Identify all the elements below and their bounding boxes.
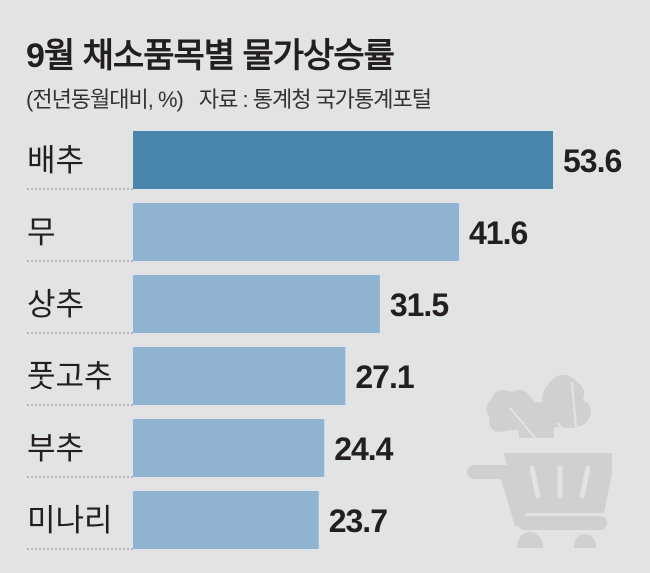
bar-3 xyxy=(133,347,346,405)
bar-5 xyxy=(133,491,319,549)
chart-subtitle: (전년동월대비, %) 자료 : 통계청 국가통계포털 xyxy=(26,82,447,114)
category-label: 풋고추 xyxy=(27,359,113,394)
value-label: 53.6 xyxy=(563,143,621,179)
value-label: 24.4 xyxy=(334,431,393,467)
shopping-cart-with-vegetables-icon xyxy=(467,374,612,548)
category-label: 배추 xyxy=(27,143,84,178)
value-label: 27.1 xyxy=(355,359,413,395)
source-note: 자료 : 통계청 국가통계포털 xyxy=(198,87,432,112)
value-label: 23.7 xyxy=(329,503,387,539)
category-label: 부추 xyxy=(27,431,84,466)
category-label: 미나리 xyxy=(27,503,113,538)
bar-2 xyxy=(133,275,380,333)
value-label: 41.6 xyxy=(469,215,527,251)
bar-1 xyxy=(133,203,459,261)
bar-0 xyxy=(133,131,553,189)
bar-4 xyxy=(133,419,325,477)
category-label: 상추 xyxy=(27,287,84,322)
category-label: 무 xyxy=(27,215,56,250)
value-label: 31.5 xyxy=(390,287,448,323)
chart-title: 9월 채소품목별 물가상승률 xyxy=(26,37,395,75)
unit-note: (전년동월대비, %) xyxy=(26,87,184,112)
